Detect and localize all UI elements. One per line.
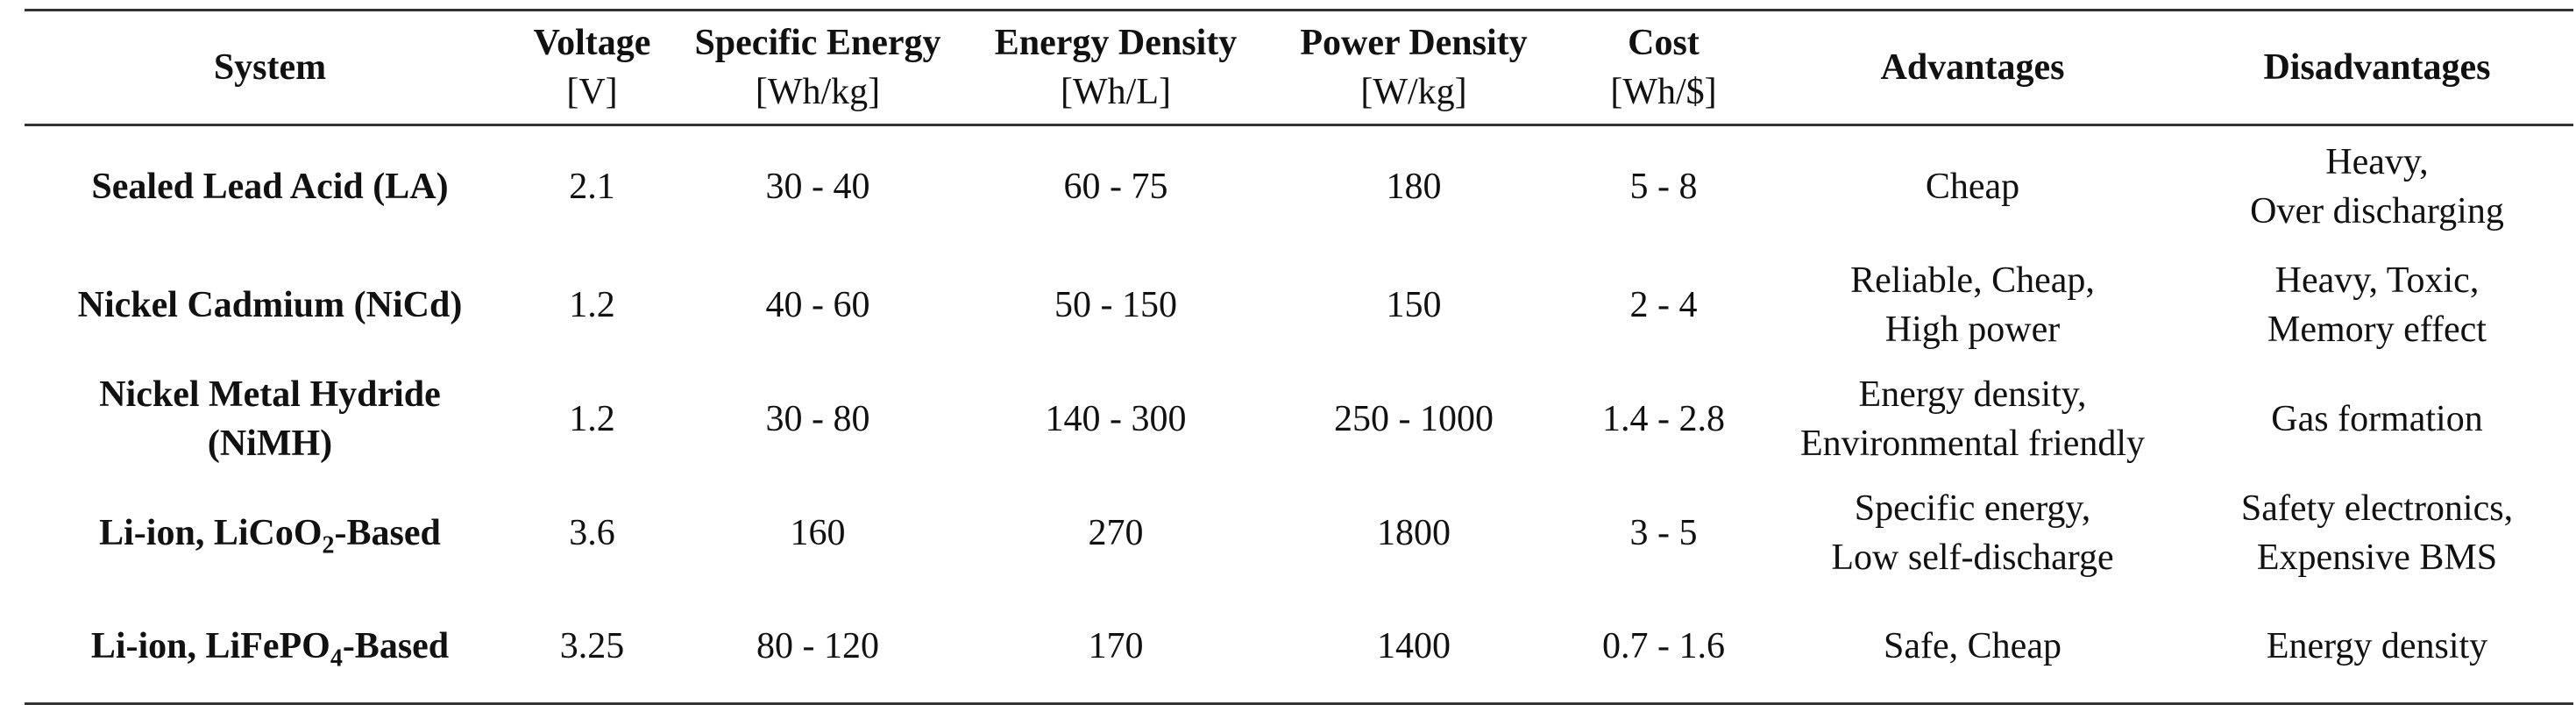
- cell-disadvantages: Gas formation: [2271, 398, 2483, 439]
- cell-advantages: Energy density, Environmental friendly: [1799, 374, 2146, 464]
- header-disadvantages: Disadvantages: [2263, 47, 2491, 88]
- table-header: System Voltage [V] Specific Energy [Wh/kg]…: [25, 10, 2573, 125]
- cell-energy-density: 170: [1088, 625, 1144, 666]
- header-row: System Voltage [V] Specific Energy [Wh/kg]…: [25, 10, 2573, 125]
- cell-voltage: 1.2: [569, 398, 615, 439]
- cell-power-density: 1800: [1377, 512, 1451, 553]
- cell-power-density: 1400: [1377, 625, 1451, 666]
- cell-advantages: Specific energy, Low self-discharge: [1831, 488, 2114, 578]
- cell-disadvantages: Heavy, Over discharging: [2250, 142, 2504, 232]
- header-power-density: Power Density [W/kg]: [1265, 11, 1563, 125]
- header-voltage: Voltage [V]: [515, 11, 669, 125]
- cell-voltage: 3.25: [559, 625, 625, 666]
- header-energy-density-unit: [Wh/L]: [1061, 72, 1171, 112]
- cell-specific-energy: 40 - 60: [765, 284, 870, 325]
- cell-advantages: Cheap: [1925, 167, 2020, 208]
- cell-power-density: 150: [1386, 284, 1442, 325]
- header-cost-unit: [Wh/$]: [1610, 72, 1717, 112]
- cell-system: Li-ion, LiFePO4-Based: [90, 625, 450, 673]
- table-row: Nickel Metal Hydride (NiMH) 1.2 30 - 80 1…: [25, 362, 2573, 476]
- cell-cost: 1.4 - 2.8: [1602, 398, 1725, 439]
- header-specific-energy-unit: [Wh/kg]: [755, 72, 881, 112]
- battery-comparison-table: System Voltage [V] Specific Energy [Wh/kg]…: [25, 9, 2573, 705]
- cell-disadvantages: Safety electronics, Expensive BMS: [2240, 488, 2514, 578]
- cell-advantages: Safe, Cheap: [1884, 625, 2062, 666]
- cell-energy-density: 270: [1088, 512, 1144, 553]
- cell-specific-energy: 80 - 120: [756, 625, 879, 666]
- header-system: System: [213, 47, 327, 88]
- cell-energy-density: 50 - 150: [1054, 284, 1177, 325]
- table-row: Nickel Cadmium (NiCd) 1.2 40 - 60 50 - 1…: [25, 248, 2573, 362]
- cell-power-density: 250 - 1000: [1334, 398, 1494, 439]
- header-advantages: Advantages: [1880, 47, 2065, 88]
- cell-cost: 0.7 - 1.6: [1602, 625, 1725, 666]
- cell-disadvantages: Heavy, Toxic, Memory effect: [2267, 260, 2487, 350]
- cell-specific-energy: 160: [790, 512, 846, 553]
- cell-energy-density: 140 - 300: [1045, 398, 1187, 439]
- cell-advantages: Reliable, Cheap, High power: [1850, 260, 2095, 350]
- cell-cost: 5 - 8: [1629, 167, 1698, 208]
- cell-specific-energy: 30 - 40: [765, 167, 870, 208]
- header-voltage-unit: [V]: [566, 72, 618, 112]
- cell-voltage: 3.6: [569, 512, 615, 553]
- header-specific-energy: Specific Energy [Wh/kg]: [669, 11, 967, 125]
- page: System Voltage [V] Specific Energy [Wh/kg]…: [25, 10, 2573, 704]
- cell-system: Li-ion, LiCoO2-Based: [99, 512, 441, 559]
- cell-specific-energy: 30 - 80: [765, 398, 870, 439]
- header-cost: Cost [Wh/$]: [1563, 11, 1764, 125]
- cell-system: Nickel Cadmium (NiCd): [77, 284, 463, 325]
- header-power-density-unit: [W/kg]: [1360, 72, 1467, 112]
- cell-energy-density: 60 - 75: [1063, 167, 1168, 208]
- table-body: Sealed Lead Acid (LA) 2.1 30 - 40 60 - 7…: [25, 125, 2573, 704]
- table-row: Li-ion, LiFePO4-Based 3.25 80 - 120 170 …: [25, 590, 2573, 704]
- table-row: Sealed Lead Acid (LA) 2.1 30 - 40 60 - 7…: [25, 125, 2573, 248]
- cell-cost: 3 - 5: [1629, 512, 1698, 553]
- cell-power-density: 180: [1386, 167, 1442, 208]
- cell-voltage: 2.1: [569, 167, 615, 208]
- table-row: Li-ion, LiCoO2-Based 3.6 160 270 1800 3 …: [25, 476, 2573, 590]
- cell-system: Sealed Lead Acid (LA): [91, 167, 449, 208]
- header-energy-density: Energy Density [Wh/L]: [967, 11, 1265, 125]
- cell-voltage: 1.2: [569, 284, 615, 325]
- cell-cost: 2 - 4: [1629, 284, 1698, 325]
- cell-disadvantages: Energy density: [2266, 625, 2488, 666]
- cell-system: Nickel Metal Hydride (NiMH): [99, 374, 441, 464]
